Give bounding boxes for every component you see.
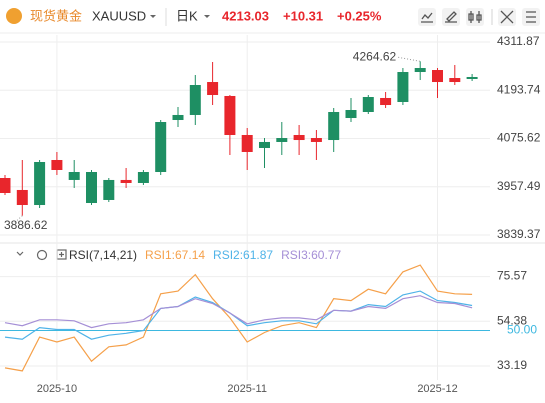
settings-icon[interactable] — [36, 249, 48, 261]
candle-body — [466, 76, 478, 79]
candle-body — [432, 70, 443, 83]
gold-icon — [6, 8, 22, 24]
candle-body — [310, 138, 322, 142]
candle-body — [259, 141, 270, 148]
legend-entry: RSI3:60.77 — [281, 248, 341, 262]
candle-body — [276, 138, 288, 142]
y-tick-label: 54.38 — [497, 313, 527, 327]
annotation-leader — [11, 215, 23, 226]
candle-body — [137, 172, 149, 183]
change: +10.31 — [283, 8, 323, 23]
candle-body — [155, 122, 167, 173]
indicator-title: RSI(7,14,21) — [69, 248, 137, 262]
candle-body — [172, 114, 184, 121]
tool-icon — [526, 11, 536, 23]
candle-body — [380, 97, 392, 106]
symbol[interactable]: XAUUSD — [92, 8, 146, 23]
legend-entry: RSI2:61.87 — [213, 248, 273, 262]
candle-body — [241, 134, 253, 152]
tool-button[interactable] — [442, 8, 460, 26]
x-tick-label: 2025-12 — [417, 383, 457, 395]
y-tick-label: 33.19 — [497, 358, 527, 372]
candle-body — [16, 189, 28, 206]
y-tick-label: 4075.62 — [497, 131, 541, 145]
candle-body — [397, 72, 409, 102]
price: 4213.03 — [222, 8, 269, 23]
change-pct: +0.25% — [337, 8, 382, 23]
candle-body — [103, 179, 115, 200]
rsi-line — [4, 264, 473, 372]
annotation-leader — [398, 56, 421, 62]
candle-body — [345, 109, 357, 119]
candle-body — [120, 179, 132, 183]
toolbar — [418, 8, 540, 26]
dropdown-arrow — [150, 15, 156, 18]
dropdown-arrow — [204, 15, 210, 18]
candle-body — [51, 159, 63, 171]
y-tick-label: 3957.49 — [497, 179, 541, 193]
candle-body — [86, 172, 97, 204]
y-tick-label: 3839.37 — [497, 227, 541, 241]
tool-icon — [500, 10, 514, 24]
tool-icon — [445, 11, 457, 23]
candle-body — [34, 161, 46, 206]
low-annotation: 3886.62 — [4, 218, 48, 232]
tool-icon — [421, 12, 433, 23]
y-tick-label: 4311.87 — [497, 34, 540, 48]
legend-entry: RSI1:67.14 — [145, 248, 205, 262]
y-tick-label: 4193.74 — [497, 82, 541, 96]
x-tick-label: 2025-11 — [227, 383, 267, 395]
add-icon-plus — [59, 252, 64, 257]
collapse-icon[interactable] — [16, 251, 24, 256]
candle-body — [293, 134, 305, 141]
x-tick-label: 2025-10 — [37, 383, 77, 395]
period[interactable]: 日K — [176, 8, 198, 23]
y-tick-label: 75.57 — [497, 269, 527, 283]
candle-body — [207, 82, 219, 96]
rsi-line — [4, 290, 473, 340]
candle-body — [414, 68, 426, 73]
high-annotation: 4264.62 — [353, 49, 397, 63]
candle-body — [0, 178, 11, 193]
reference-label: 50.00 — [507, 323, 537, 337]
rsi-line — [4, 295, 473, 329]
candle-body — [449, 78, 461, 83]
candle-body — [224, 95, 236, 135]
asset-name: 现货黄金 — [30, 8, 82, 23]
tool-icon — [468, 11, 482, 23]
candle-body — [328, 111, 340, 141]
candle-body — [362, 97, 374, 112]
candle-body — [189, 84, 201, 115]
candle-body — [68, 172, 80, 180]
